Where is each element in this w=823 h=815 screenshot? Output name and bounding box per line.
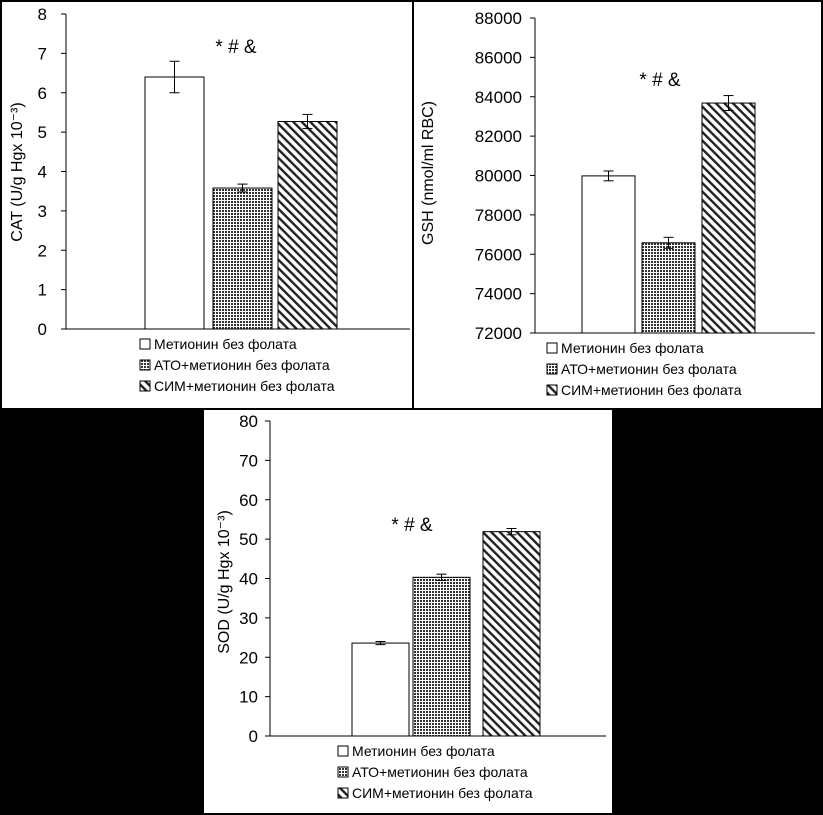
y-ticks: 72000 74000 76000 78000 80000 82000 84000 86000…	[475, 9, 535, 343]
legend-swatch	[546, 384, 558, 396]
bar	[581, 175, 636, 334]
legend-swatch	[546, 363, 558, 375]
y-tick-label: 74000	[475, 285, 522, 304]
y-tick-label: 1	[38, 281, 47, 300]
panel-background	[2, 2, 412, 408]
y-tick-label: 60	[239, 491, 258, 510]
y-tick-label: 3	[38, 202, 47, 221]
legend-label: Метионин без фолата	[352, 743, 495, 759]
bars	[351, 527, 541, 737]
y-tick-label: 0	[38, 320, 47, 339]
y-tick-label: 7	[38, 44, 47, 63]
y-ticks: 0 1 2 3 4 5 6 7 8	[38, 5, 66, 339]
legend-label: СИМ+метионин без фолата	[154, 378, 335, 394]
y-tick-label: 2	[38, 241, 47, 260]
bar	[412, 576, 471, 737]
y-axis-label: SOD (U/g Hgx 10⁻³)	[216, 510, 233, 654]
y-tick-label: 8	[38, 5, 47, 24]
y-tick-label: 4	[38, 163, 47, 182]
y-tick-label: 82000	[475, 127, 522, 146]
legend-swatch	[337, 766, 349, 778]
bar	[277, 120, 338, 330]
legend-label: АТО+метионин без фолата	[561, 361, 737, 377]
y-tick-label: 0	[249, 727, 258, 746]
bar	[701, 102, 756, 334]
bar	[212, 187, 273, 330]
significance-annotation: * # &	[215, 37, 257, 58]
y-tick-label: 84000	[475, 88, 522, 107]
bar	[351, 642, 410, 737]
legend-swatch	[139, 359, 151, 371]
legend: Метионин без фолата АТО+метионин без фола…	[546, 340, 742, 398]
bar	[641, 242, 696, 334]
y-axis-label: CAT (U/g Hgx 10⁻³)	[9, 102, 26, 241]
y-ticks: 0 10 20 30 40 50 60 70 80	[239, 412, 270, 746]
y-tick-label: 10	[239, 688, 258, 707]
bars	[144, 60, 338, 330]
legend-swatch	[139, 338, 151, 350]
y-tick-label: 40	[239, 570, 258, 589]
legend-label: АТО+метионин без фолата	[154, 357, 330, 373]
y-tick-label: 78000	[475, 206, 522, 225]
panel-background	[204, 410, 612, 813]
y-axis-label: GSH (nmol/ml RBC)	[420, 101, 437, 245]
y-tick-label: 70	[239, 451, 258, 470]
y-tick-label: 80	[239, 412, 258, 431]
chart-panel-gsh: 72000 74000 76000 78000 80000 82000 84000 86000…	[414, 2, 821, 408]
y-tick-label: 88000	[475, 9, 522, 28]
legend-swatch	[337, 787, 349, 799]
legend-label: СИМ+метионин без фолата	[352, 785, 533, 801]
y-tick-label: 50	[239, 530, 258, 549]
legend-swatch	[546, 342, 558, 354]
y-tick-label: 86000	[475, 48, 522, 67]
bars	[581, 95, 756, 334]
significance-annotation: * # &	[391, 515, 433, 536]
y-tick-label: 20	[239, 648, 258, 667]
y-tick-label: 72000	[475, 324, 522, 343]
y-tick-label: 80000	[475, 167, 522, 186]
y-tick-label: 30	[239, 609, 258, 628]
bar	[482, 531, 541, 737]
y-tick-label: 5	[38, 123, 47, 142]
y-tick-label: 76000	[475, 245, 522, 264]
significance-annotation: * # &	[639, 70, 681, 91]
legend-swatch	[337, 745, 349, 757]
legend-swatch	[139, 380, 151, 392]
bar	[144, 76, 205, 330]
legend-label: СИМ+метионин без фолата	[561, 382, 742, 398]
legend-label: Метионин без фолата	[561, 340, 704, 356]
chart-panel-cat: 0 1 2 3 4 5 6 7 8 * # & CAT (U/g Hgx 10⁻³) Метио…	[2, 2, 412, 408]
legend: Метионин без фолата АТО+метионин без фола…	[337, 743, 533, 801]
chart-panel-sod: 0 10 20 30 40 50 60 70 80 * # & SOD (U/g Hgx 10⁻…	[204, 410, 612, 813]
legend: Метионин без фолата АТО+метионин без фола…	[139, 336, 335, 394]
legend-label: АТО+метионин без фолата	[352, 764, 528, 780]
y-tick-label: 6	[38, 84, 47, 103]
legend-label: Метионин без фолата	[154, 336, 297, 352]
